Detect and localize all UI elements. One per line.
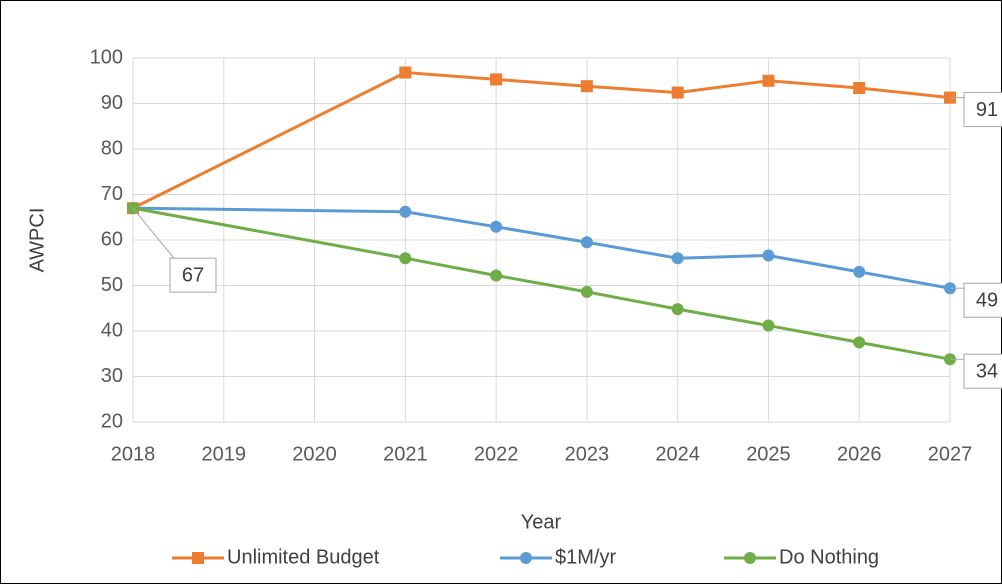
x-tick-label: 2021 (383, 443, 428, 465)
marker (853, 265, 866, 278)
marker (490, 220, 503, 233)
legend-label: Do Nothing (779, 546, 879, 568)
data-label: 67 (182, 264, 204, 286)
marker (671, 303, 684, 316)
legend-label: Unlimited Budget (227, 546, 380, 568)
y-tick-label: 60 (101, 228, 123, 250)
marker (671, 86, 684, 99)
label-box (963, 353, 1002, 389)
marker (762, 319, 775, 332)
marker (580, 285, 593, 298)
marker (490, 269, 503, 282)
y-tick-label: 40 (101, 319, 123, 341)
legend-label: $1M/yr (555, 546, 616, 568)
y-tick-label: 20 (101, 410, 123, 432)
label-box (963, 92, 1002, 128)
marker (853, 336, 866, 349)
series-line (132, 206, 951, 361)
x-tick-label: 2020 (292, 443, 337, 465)
data-label: 34 (976, 360, 998, 382)
x-tick-label: 2018 (111, 443, 156, 465)
marker (490, 73, 503, 86)
y-tick-label: 70 (101, 183, 123, 205)
x-axis-title: Year (521, 511, 562, 533)
series-line (132, 71, 951, 210)
marker (580, 236, 593, 249)
y-tick-label: 100 (90, 46, 123, 68)
y-tick-label: 50 (101, 274, 123, 296)
x-tick-label: 2026 (837, 443, 882, 465)
marker (671, 252, 684, 265)
y-tick-label: 90 (101, 92, 123, 114)
marker (399, 205, 412, 218)
legend-marker (520, 552, 532, 564)
y-tick-label: 80 (101, 137, 123, 159)
label-box (963, 282, 1002, 318)
y-tick-label: 30 (101, 365, 123, 387)
marker (853, 82, 866, 95)
x-tick-label: 2022 (474, 443, 519, 465)
data-label: 91 (976, 99, 998, 121)
x-tick-label: 2025 (746, 443, 791, 465)
marker (762, 249, 775, 262)
series-line (132, 206, 951, 290)
x-tick-label: 2019 (202, 443, 247, 465)
legend-marker (744, 552, 756, 564)
label-box (169, 257, 217, 293)
marker (580, 80, 593, 93)
y-axis-title: AWPCI (26, 208, 48, 273)
x-tick-label: 2024 (655, 443, 700, 465)
x-tick-label: 2027 (928, 443, 973, 465)
x-tick-label: 2023 (565, 443, 610, 465)
marker (399, 252, 412, 265)
legend-marker (192, 552, 204, 564)
marker (399, 66, 412, 79)
data-label: 49 (976, 290, 998, 312)
marker (762, 74, 775, 87)
